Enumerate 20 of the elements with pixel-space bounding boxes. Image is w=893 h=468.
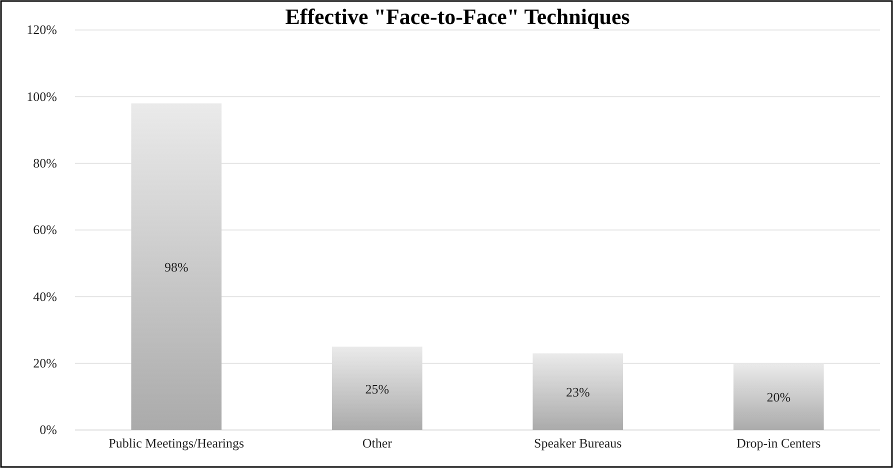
y-tick-label: 40% [33, 288, 58, 304]
data-label: 20% [766, 390, 791, 405]
bar [332, 346, 422, 430]
data-label: 23% [566, 384, 590, 400]
y-tick-label: 20% [33, 355, 58, 370]
bar [532, 353, 624, 430]
x-tick-label: Speaker Bureaus [534, 435, 622, 450]
y-tick-label: 60% [33, 222, 58, 238]
x-tick-label: Drop-in Centers [736, 435, 821, 450]
bar [733, 363, 824, 430]
y-tick-label: 80% [33, 155, 58, 170]
y-tick-label: 0% [40, 422, 58, 438]
bar [131, 103, 222, 430]
data-label: 98% [164, 260, 188, 275]
y-tick-label: 100% [26, 88, 58, 104]
x-tick-label: Public Meetings/Hearings [108, 435, 244, 450]
chart-title: Effective "Face-to-Face" Techniques [285, 4, 630, 29]
x-tick-label: Other [362, 435, 393, 450]
data-label: 25% [365, 381, 390, 396]
y-tick-label: 120% [26, 22, 58, 38]
